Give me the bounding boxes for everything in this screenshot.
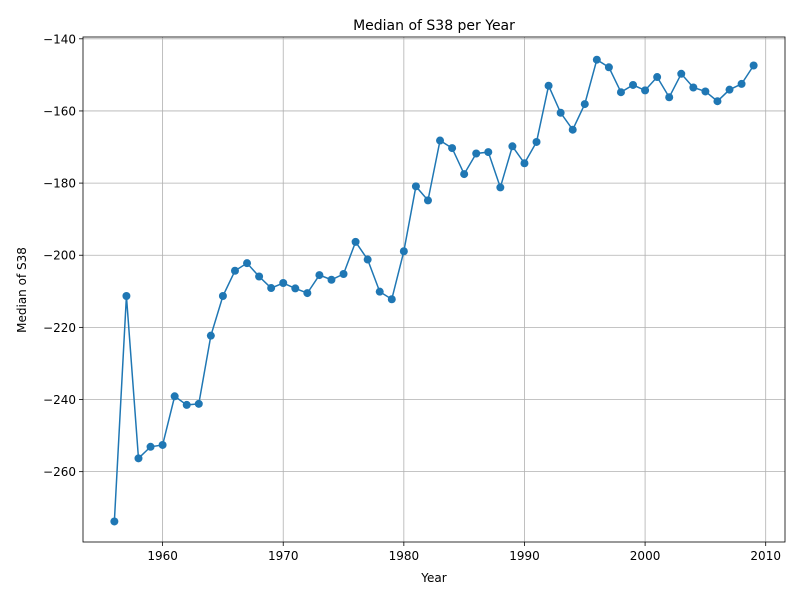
y-tick-label: −140: [43, 32, 76, 46]
data-point: [460, 170, 469, 179]
data-point: [689, 83, 698, 92]
data-point: [110, 517, 119, 526]
grid: [83, 37, 785, 542]
data-point: [146, 442, 155, 451]
data-point: [665, 93, 674, 102]
x-tick-label: 2000: [630, 549, 661, 563]
data-point: [677, 69, 686, 78]
chart-title: Median of S38 per Year: [353, 18, 515, 34]
x-tick-label: 1970: [268, 549, 299, 563]
y-axis-title: Median of S38: [15, 247, 29, 333]
data-point: [315, 271, 324, 280]
x-tick-label: 2010: [750, 549, 781, 563]
data-point: [496, 183, 505, 192]
data-point: [375, 287, 384, 296]
y-tick-label: −180: [43, 177, 76, 191]
data-point: [267, 284, 276, 293]
ticks: 1960 1970 1980 1990 2000 2010 −260 −240 −220 −200…: [43, 32, 781, 563]
data-point: [339, 269, 348, 278]
data-point: [592, 55, 601, 64]
data-point: [484, 148, 493, 157]
data-point: [520, 159, 529, 168]
data-point: [243, 259, 252, 268]
data-point: [423, 196, 432, 205]
y-tick-label: −220: [43, 321, 76, 335]
data-point: [279, 279, 288, 288]
data-point: [363, 255, 372, 264]
data-point: [629, 80, 638, 89]
y-tick-label: −240: [43, 393, 76, 407]
data-point: [641, 86, 650, 95]
data-point: [218, 291, 227, 300]
x-axis-title: Year: [420, 571, 446, 585]
data-point: [170, 392, 179, 401]
y-tick-label: −260: [43, 465, 76, 479]
data-point: [725, 85, 734, 94]
plot-frame: [82, 36, 786, 543]
data-point: [616, 88, 625, 97]
data-point: [134, 454, 143, 463]
data-point: [713, 97, 722, 106]
data-point: [749, 61, 758, 70]
plot-area: [110, 55, 758, 526]
data-point: [122, 291, 131, 300]
data-point: [580, 100, 589, 109]
data-point: [653, 73, 662, 82]
data-point: [556, 108, 565, 117]
data-point: [194, 399, 203, 408]
data-point: [411, 182, 420, 191]
data-point: [604, 63, 613, 72]
series-line: [113, 58, 755, 522]
data-point: [568, 125, 577, 134]
data-point: [182, 400, 191, 409]
data-point: [327, 275, 336, 284]
x-tick-label: 1980: [389, 549, 420, 563]
data-point: [737, 79, 746, 88]
data-point: [255, 272, 264, 281]
data-point: [351, 237, 360, 246]
y-tick-label: −160: [43, 104, 76, 118]
data-point: [303, 289, 312, 298]
data-point: [448, 144, 457, 153]
data-point: [436, 136, 445, 145]
data-point: [158, 440, 167, 449]
data-point: [508, 142, 517, 151]
data-point: [701, 87, 710, 96]
data-point: [230, 266, 239, 275]
data-point: [291, 284, 300, 293]
x-tick-label: 1960: [147, 549, 178, 563]
data-point: [387, 295, 396, 304]
x-tick-label: 1990: [509, 549, 540, 563]
y-tick-label: −200: [43, 249, 76, 263]
data-point: [399, 247, 408, 256]
data-point: [206, 331, 215, 340]
axes: [82, 36, 786, 543]
data-point: [472, 149, 481, 158]
data-point: [544, 81, 553, 90]
data-point: [532, 137, 541, 146]
